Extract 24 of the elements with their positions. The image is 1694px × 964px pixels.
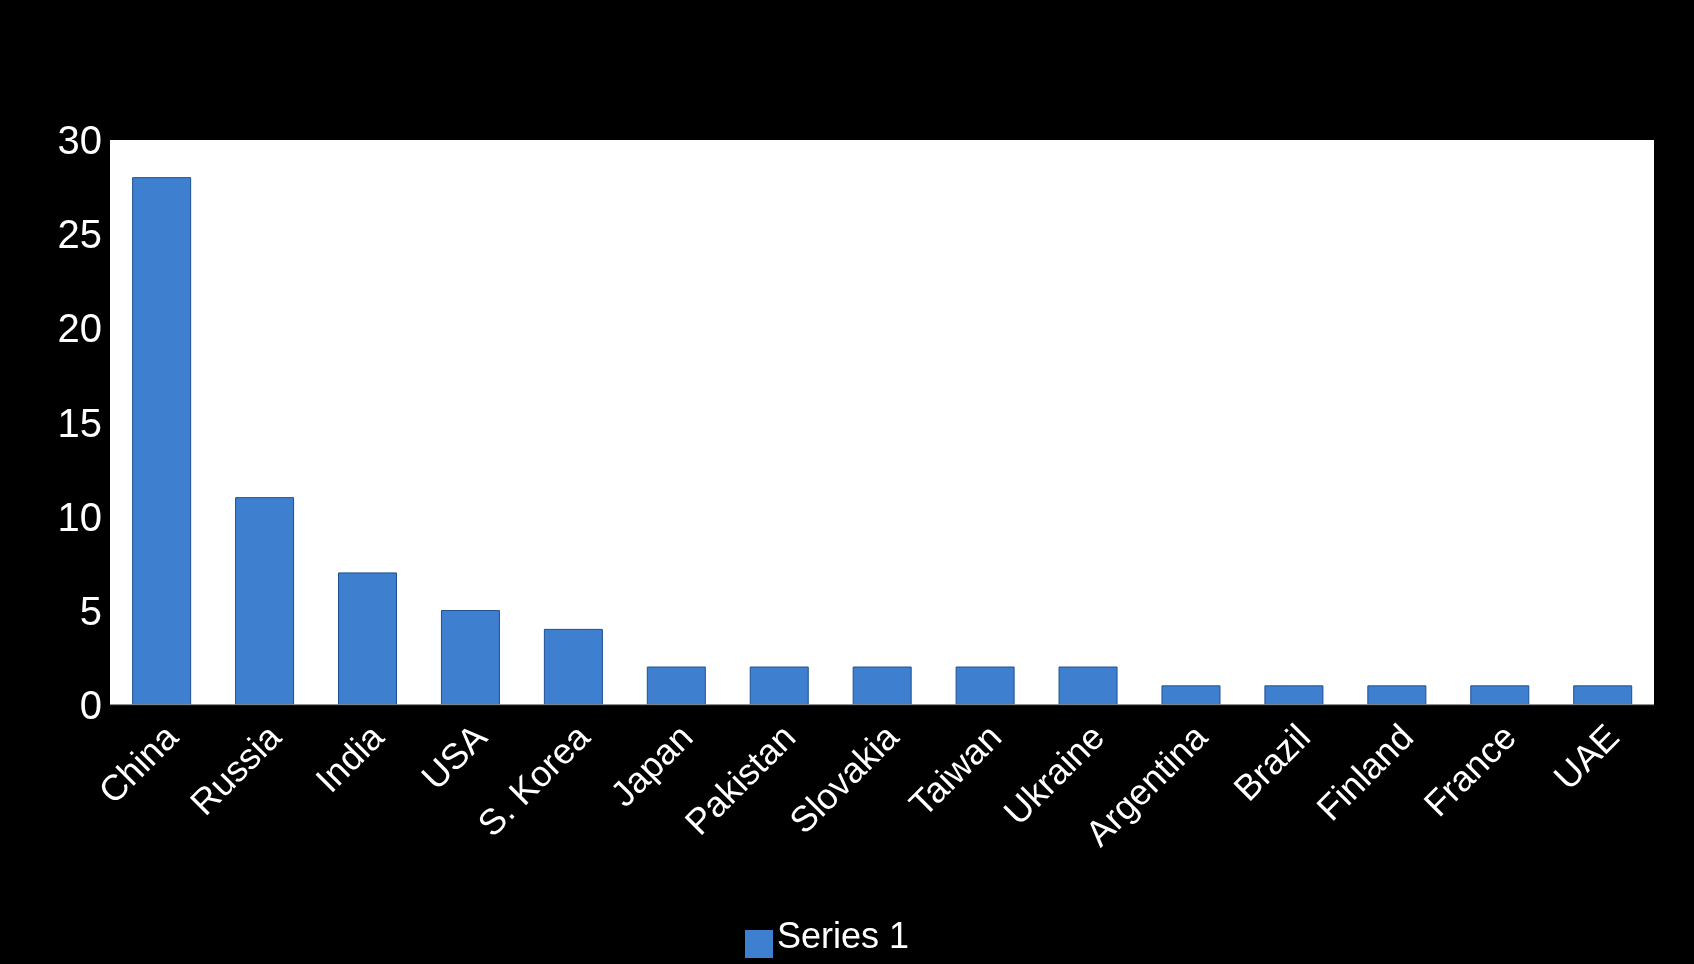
bar — [749, 666, 809, 705]
bar — [1264, 685, 1324, 705]
bar — [132, 177, 192, 705]
x-tick-label: USA — [413, 716, 495, 798]
bar — [1161, 685, 1221, 705]
y-tick-label: 5 — [79, 588, 102, 633]
bar — [440, 610, 500, 705]
bar — [543, 628, 603, 705]
y-tick-label: 25 — [57, 212, 102, 257]
y-tick-label: 20 — [57, 306, 102, 351]
bar — [1367, 685, 1427, 705]
bar — [1058, 666, 1118, 705]
bar — [852, 666, 912, 705]
y-tick-label: 0 — [79, 682, 102, 727]
y-tick-label: 30 — [57, 118, 102, 163]
bar — [235, 497, 295, 705]
bar — [1470, 685, 1530, 705]
bar — [955, 666, 1015, 705]
bar — [338, 572, 398, 705]
y-tick-label: 15 — [57, 400, 102, 445]
bar — [1573, 685, 1633, 705]
y-tick-label: 10 — [57, 494, 102, 539]
bar — [646, 666, 706, 705]
legend-label: Series 1 — [776, 914, 910, 956]
